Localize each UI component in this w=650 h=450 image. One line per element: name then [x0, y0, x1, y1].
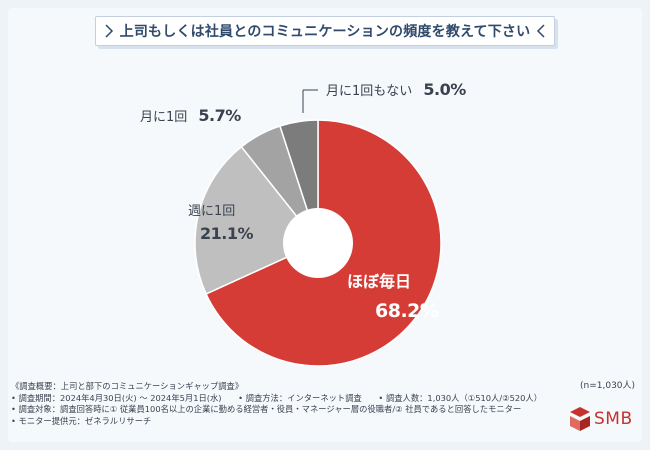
label-weekly-category: 週に1回 [188, 204, 236, 219]
sample-size-note: (n=1,030人) [580, 381, 636, 391]
footer-line-1: • 調査期間：2024年4月30日(火) ～ 2024年5月1日(水) • 調査… [11, 392, 543, 403]
label-daily-value-wrap: 68.2% [375, 300, 439, 322]
label-weekly: 週に1回 [188, 200, 235, 219]
chart-title: 上司もしくは社員とのコミュニケーションの頻度を教えて下さい [119, 24, 531, 40]
footer-line-3: • モニター提供元：ゼネラルリサーチ [11, 415, 152, 426]
label-monthly: 月に1回 5.7% [140, 106, 241, 125]
label-daily: ほぼ毎日 [347, 268, 411, 292]
label-monthly-value: 5.7% [198, 106, 241, 125]
title-box: 上司もしくは社員とのコミュニケーションの頻度を教えて下さい [95, 16, 555, 46]
logo-text: SMB [594, 409, 633, 429]
label-daily-category: ほぼ毎日 [347, 272, 412, 291]
donut-hole [283, 208, 353, 278]
survey-overview: 《調査概要：上司と部下のコミュニケーションギャップ調査》 • 調査期間：2024… [11, 381, 551, 427]
label-monthly-none: 月に1回もない 5.0% [326, 80, 466, 99]
label-monthly-category: 月に1回 [140, 110, 188, 125]
footer-line-2: • 調査対象：調査回答時に① 従業員100名以上の企業に勤める経営者・役員・マネ… [11, 404, 522, 414]
label-monthly-none-value: 5.0% [423, 80, 466, 99]
title-left-mark [105, 24, 114, 38]
footer-line-0: 《調査概要：上司と部下のコミュニケーションギャップ調査》 [11, 381, 244, 391]
label-monthly-none-category: 月に1回もない [326, 84, 413, 99]
smb-logo-icon [570, 407, 590, 431]
title-right-mark [536, 24, 545, 38]
slice-weekly [194, 145, 320, 295]
label-daily-value: 68.2% [375, 300, 439, 322]
label-weekly-value-wrap: 21.1% [200, 224, 254, 243]
label-weekly-value: 21.1% [200, 224, 254, 243]
